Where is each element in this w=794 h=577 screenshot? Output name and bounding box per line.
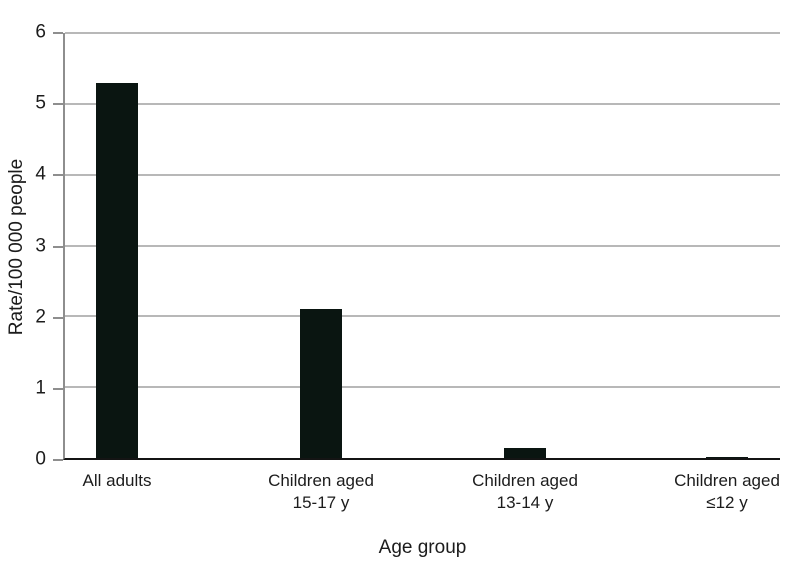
category-label: Children aged 15-17 y [241, 470, 401, 514]
y-tick-mark [53, 459, 63, 461]
y-tick-label: 5 [35, 92, 46, 114]
y-tick-mark [53, 387, 63, 390]
category-label: Children aged 13-14 y [445, 470, 605, 514]
category-label-line: Children aged [472, 471, 578, 490]
y-tick-mark [53, 174, 63, 177]
y-axis-tick-labels: 0 1 2 3 4 5 6 [0, 22, 46, 470]
y-tick-label: 4 [35, 163, 46, 185]
bar [96, 82, 138, 458]
y-tick-label: 6 [35, 21, 46, 43]
y-tick-label: 1 [35, 377, 46, 399]
x-axis-title: Age group [378, 537, 467, 558]
plot-area [63, 32, 780, 460]
y-tick-label: 2 [35, 306, 46, 328]
gridline [65, 32, 780, 34]
category-label-line: 15-17 y [292, 493, 350, 512]
category-label: All adults [37, 470, 197, 492]
y-tick-mark [53, 245, 63, 248]
category-label-line: ≤12 y [706, 493, 748, 512]
x-axis-category-labels: All adults Children aged 15-17 y Children a… [65, 470, 780, 522]
category-label-line: 13-14 y [496, 493, 554, 512]
gridline [65, 173, 780, 176]
y-tick-mark [53, 32, 63, 34]
y-tick-label: 3 [35, 235, 46, 257]
gridline [65, 244, 780, 247]
y-axis-tick-marks [53, 32, 63, 461]
bar [504, 448, 546, 458]
y-tick-mark [53, 316, 63, 319]
category-label-line: Children aged [674, 471, 780, 490]
category-label-line: Children aged [268, 471, 374, 490]
bar [300, 309, 342, 458]
y-tick-mark [53, 103, 63, 106]
category-label-line: All adults [82, 471, 152, 490]
gridline [65, 386, 780, 389]
gridline [65, 315, 780, 318]
y-tick-label: 0 [35, 448, 46, 470]
bar [706, 456, 748, 458]
category-label: Children aged ≤12 y [647, 470, 794, 514]
gridline [65, 102, 780, 105]
